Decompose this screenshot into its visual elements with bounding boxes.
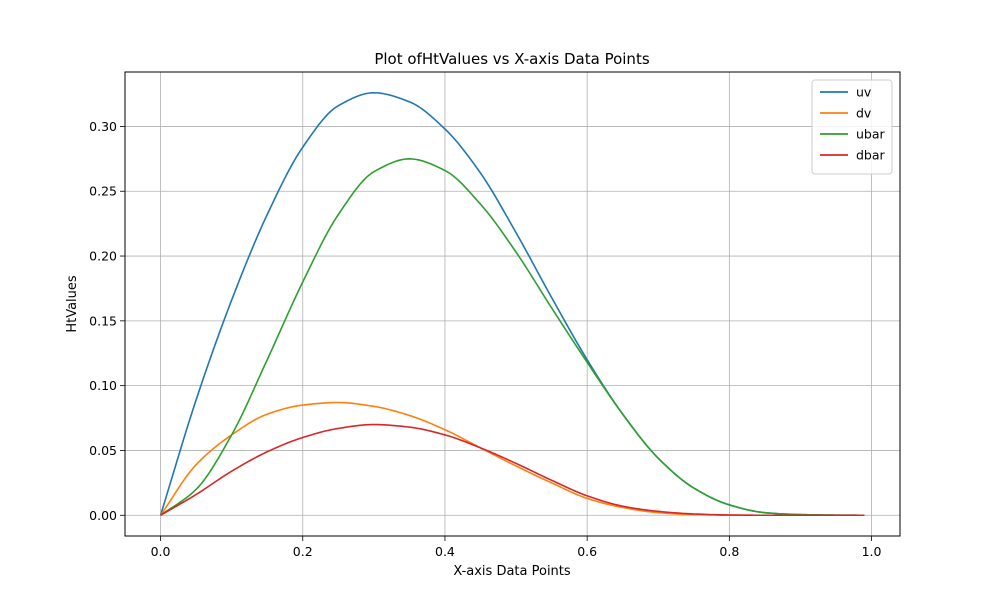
x-tick-label: 0.8	[719, 544, 739, 559]
axis-layer: 0.0 0.2 0.4 0.6 0.8 1.0 0.00 0.05 0.10 0.15 0.20 0.…	[89, 119, 881, 559]
series-line-ubar	[160, 158, 865, 517]
series-line-dbar	[160, 423, 865, 517]
legend-label-ubar: ubar	[856, 127, 886, 142]
y-axis-label: HtValues	[65, 275, 80, 333]
y-tick-label: 0.00	[89, 508, 117, 523]
plot-frame	[124, 71, 901, 537]
y-tick-label: 0.05	[89, 443, 117, 458]
y-tick-label: 0.20	[89, 249, 117, 264]
series-layer	[159, 91, 865, 517]
y-tick-label: 0.25	[89, 184, 117, 199]
legend: uv dv ubar dbar	[811, 79, 893, 175]
x-tick-label: 0.2	[293, 544, 313, 559]
legend-label-dbar: dbar	[856, 148, 886, 163]
x-tick-label: 0.0	[151, 544, 171, 559]
legend-label-uv: uv	[856, 85, 872, 100]
legend-label-dv: dv	[856, 106, 872, 121]
x-axis-label: X-axis Data Points	[453, 564, 571, 579]
chart-title: Plot ofHtValues vs X-axis Data Points	[374, 50, 649, 68]
x-tick-label: 0.4	[435, 544, 455, 559]
y-tick-label: 0.10	[89, 378, 117, 393]
x-tick-label: 0.6	[577, 544, 597, 559]
legend-box	[811, 79, 893, 175]
x-tick-label: 1.0	[862, 544, 882, 559]
y-tick-label: 0.15	[89, 313, 117, 328]
y-tick-label: 0.30	[89, 119, 117, 134]
